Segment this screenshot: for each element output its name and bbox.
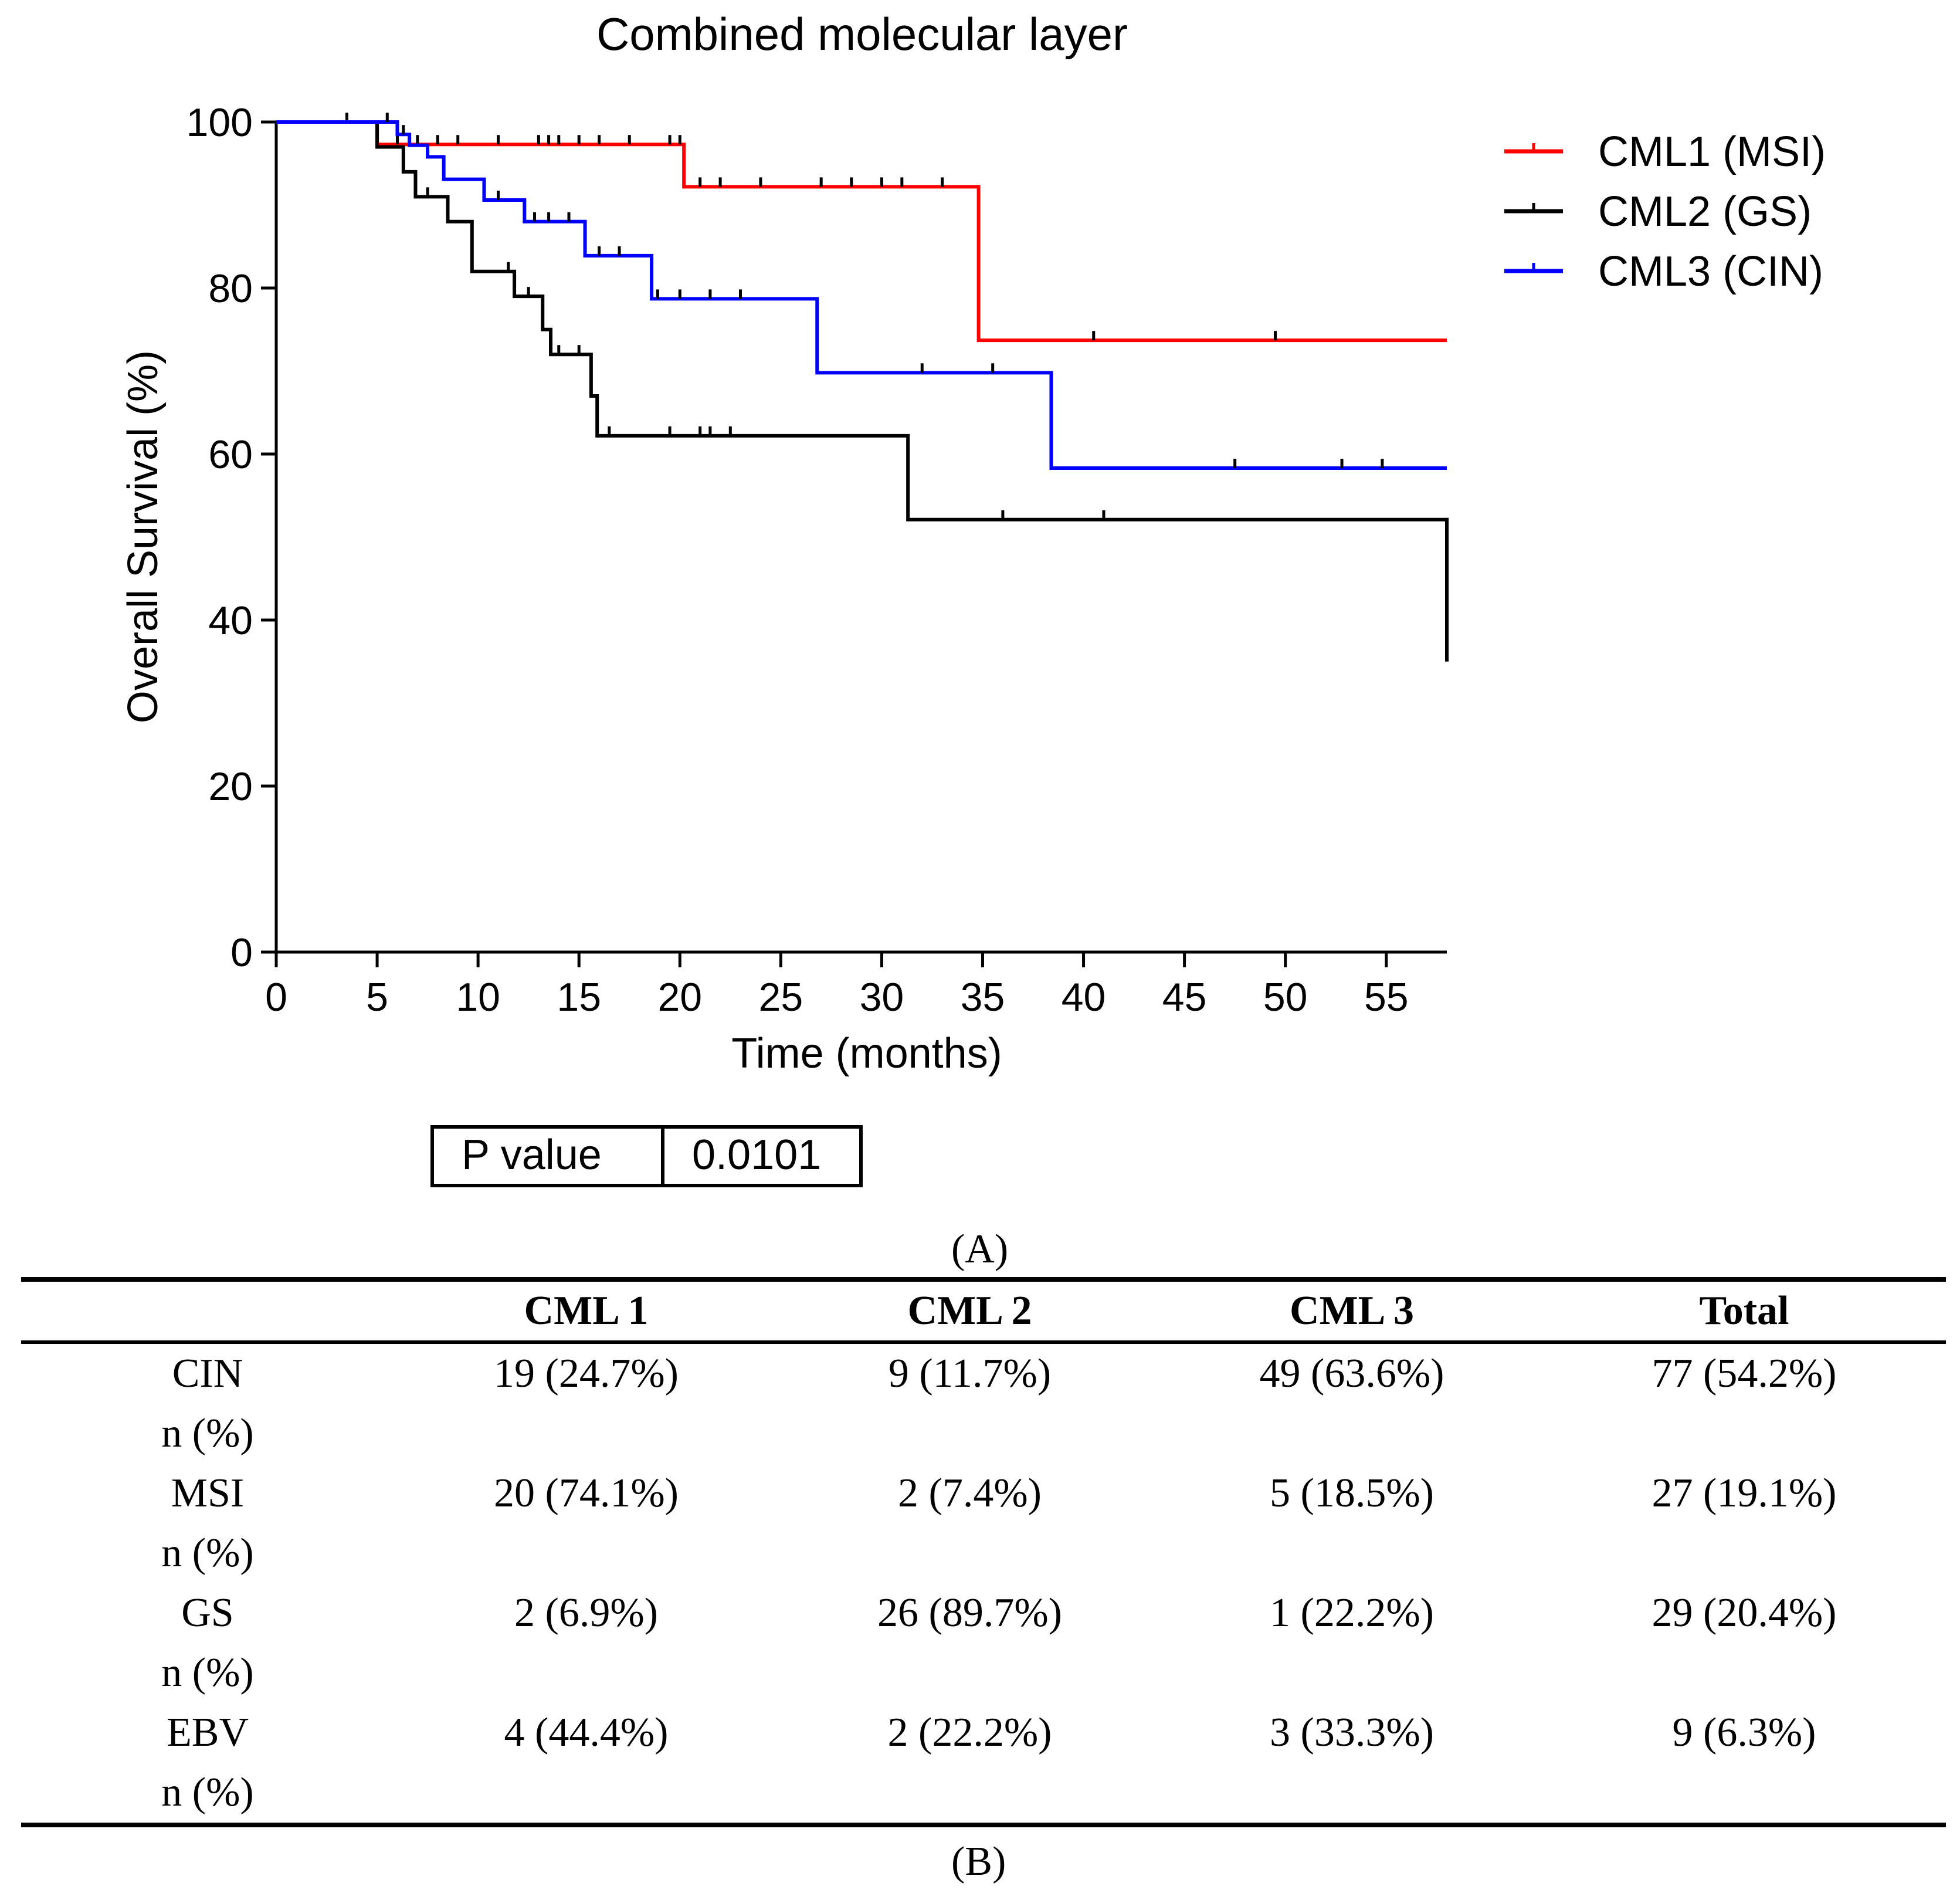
table-header-row: CML 1 CML 2 CML 3 Total (21, 1279, 1946, 1342)
row-sublabel: n (%) (161, 1650, 254, 1695)
table-cell: 9 (6.3%) (1672, 1710, 1816, 1755)
row-label: CIN (172, 1351, 243, 1396)
table-cell: 20 (74.1%) (494, 1471, 679, 1516)
x-tick-label: 30 (860, 975, 904, 1020)
table-cell: 2 (7.4%) (898, 1471, 1042, 1516)
x-tick-label: 40 (1062, 975, 1106, 1020)
x-tick-label: 55 (1364, 975, 1409, 1020)
table-cell: 77 (54.2%) (1652, 1351, 1837, 1396)
table-row: EBV n (%) 4 (44.4%) 2 (22.2%) 3 (33.3%) 9… (21, 1703, 1946, 1825)
x-tick-label: 35 (961, 975, 1005, 1020)
x-tick-label: 0 (265, 975, 287, 1020)
series-line-1 (276, 120, 1447, 343)
series-line-3 (276, 120, 1447, 470)
p-value-box-border (430, 1125, 863, 1187)
p-value-number: 0.0101 (692, 1132, 821, 1179)
y-tick-label: 80 (208, 266, 253, 311)
table-cell: 1 (22.2%) (1270, 1590, 1434, 1635)
row-label: MSI (171, 1471, 245, 1516)
x-axis-label: Time (months) (731, 1030, 1002, 1077)
legend-label: CML1 (MSI) (1598, 128, 1826, 175)
row-sublabel: n (%) (161, 1530, 254, 1576)
y-tick-label: 100 (186, 100, 253, 145)
y-tick-label: 40 (208, 598, 253, 643)
panel-label-b: (B) (951, 1839, 1006, 1884)
y-tick-label: 20 (208, 764, 253, 809)
table-cell: 49 (63.6%) (1259, 1351, 1444, 1396)
legend-label: CML2 (GS) (1598, 188, 1812, 235)
table-header-cell: Total (1699, 1288, 1789, 1333)
x-tick-label: 45 (1162, 975, 1207, 1020)
row-label-cell: EBV n (%) (21, 1703, 394, 1825)
row-sublabel: n (%) (161, 1411, 254, 1456)
table-cell: 3 (33.3%) (1270, 1710, 1434, 1755)
table-cell: 27 (19.1%) (1652, 1471, 1837, 1516)
table-header-cell: CML 3 (1290, 1288, 1414, 1333)
x-tick-label: 20 (657, 975, 702, 1020)
y-tick-label: 0 (230, 930, 253, 975)
row-label-cell: MSI n (%) (21, 1464, 394, 1583)
table-cell: 4 (44.4%) (504, 1710, 669, 1755)
table-row: MSI n (%) 20 (74.1%) 2 (7.4%) 5 (18.5%) 2… (21, 1464, 1946, 1583)
table-cell: 2 (22.2%) (887, 1710, 1052, 1755)
row-label-cell: GS n (%) (21, 1583, 394, 1703)
x-tick-label: 15 (557, 975, 601, 1020)
legend-label: CML3 (CIN) (1598, 248, 1823, 295)
p-value-label: P value (462, 1132, 602, 1179)
row-label: EBV (167, 1710, 249, 1755)
table-header-cell: CML 1 (524, 1288, 649, 1333)
table-cell: 2 (6.9%) (514, 1590, 658, 1635)
plot-area: 0 20 40 60 80 100 0 5 10 15 20 25 30 35 40 45 50 55 (186, 100, 1449, 1020)
table-cell: 19 (24.7%) (494, 1351, 679, 1396)
x-tick-label: 5 (366, 975, 388, 1020)
x-tick-label: 25 (759, 975, 803, 1020)
table-header-cell: CML 2 (907, 1288, 1032, 1333)
row-label: GS (181, 1590, 234, 1635)
table-cell: 26 (89.7%) (877, 1590, 1062, 1635)
table-row: CIN n (%) 19 (24.7%) 9 (11.7%) 49 (63.6%)… (21, 1342, 1946, 1464)
y-tick-label: 60 (208, 432, 253, 477)
table-cell: 29 (20.4%) (1652, 1590, 1837, 1635)
panel-label-a: (A) (951, 1227, 1009, 1272)
x-tick-label: 50 (1263, 975, 1308, 1020)
table-cell: 5 (18.5%) (1270, 1471, 1434, 1516)
row-sublabel: n (%) (161, 1770, 254, 1815)
row-label-cell: CIN n (%) (21, 1342, 394, 1464)
chart-title: Combined molecular layer (596, 8, 1128, 60)
x-tick-label: 10 (456, 975, 500, 1020)
legend: CML1 (MSI) CML2 (GS) CML3 (CIN) (1504, 128, 1826, 295)
table-header-cell (21, 1279, 394, 1342)
table-row: GS n (%) 2 (6.9%) 26 (89.7%) 1 (22.2%) 29… (21, 1583, 1946, 1703)
series-line-2 (276, 120, 1449, 662)
table-cell: 9 (11.7%) (888, 1351, 1052, 1396)
p-value-box: P value 0.0101 (430, 1125, 863, 1187)
subtype-distribution-table: CML 1 CML 2 CML 3 Total CIN n (%) 19 (24.… (21, 1277, 1946, 1827)
y-axis-label: Overall Survival (%) (120, 350, 167, 723)
